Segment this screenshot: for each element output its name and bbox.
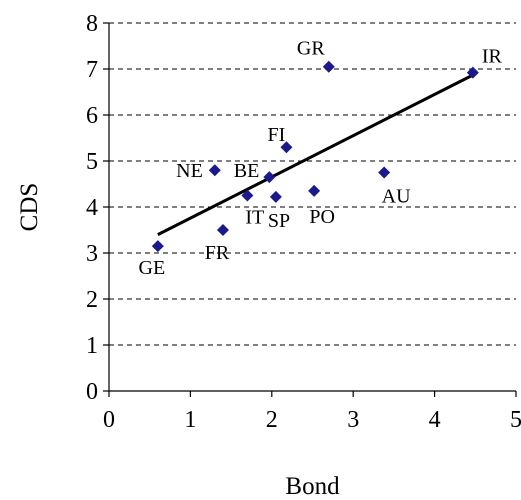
point-label-FI: FI	[268, 124, 286, 146]
point-labels: GE FR NE IT BE SP FI PO GR AU IR	[139, 38, 503, 279]
axes	[103, 22, 517, 397]
y-tick-label-6: 6	[86, 103, 98, 129]
x-tick-label-1: 1	[184, 407, 196, 433]
point-label-GE: GE	[139, 257, 166, 279]
y-tick-label-3: 3	[86, 241, 98, 267]
point-GE	[151, 240, 164, 253]
point-label-BE: BE	[234, 160, 260, 182]
x-tick-label-4: 4	[429, 407, 441, 433]
point-NE	[208, 164, 221, 177]
y-tick-label-4: 4	[86, 195, 98, 221]
trendline	[157, 74, 472, 236]
y-axis-title: CDS	[16, 183, 43, 232]
x-axis-title: Bond	[285, 473, 340, 500]
trendline-group	[157, 74, 472, 236]
x-tick-label-3: 3	[347, 407, 359, 433]
y-tick-label-1: 1	[86, 333, 98, 359]
point-label-GR: GR	[297, 38, 325, 60]
point-GR	[322, 60, 335, 73]
y-tick-label-5: 5	[86, 149, 98, 175]
x-tick-label-2: 2	[266, 407, 278, 433]
point-FR	[216, 224, 229, 236]
point-label-AU: AU	[382, 186, 411, 208]
point-label-IR: IR	[482, 46, 503, 68]
y-tick-label-0: 0	[86, 379, 98, 405]
x-tick-labels: 0 1 2 3 4 5	[103, 407, 521, 433]
point-IR	[466, 66, 479, 79]
point-SP	[269, 190, 282, 203]
grid-lines	[109, 22, 516, 346]
x-tick-label-5: 5	[510, 407, 521, 433]
point-FI	[280, 141, 293, 154]
point-label-FR: FR	[205, 242, 230, 264]
y-tick-label-7: 7	[86, 57, 98, 83]
data-points	[151, 60, 479, 253]
point-AU	[378, 166, 391, 179]
point-label-SP: SP	[268, 210, 290, 232]
point-BE	[263, 171, 276, 184]
point-IT	[241, 189, 254, 202]
point-label-PO: PO	[309, 206, 335, 228]
y-tick-labels: 0 1 2 3 4 5 6 7 8	[86, 11, 98, 405]
point-PO	[308, 184, 321, 197]
point-label-IT: IT	[245, 207, 264, 229]
point-label-NE: NE	[176, 160, 203, 182]
y-tick-label-2: 2	[86, 287, 98, 313]
x-tick-label-0: 0	[103, 407, 115, 433]
y-tick-label-8: 8	[86, 11, 98, 37]
